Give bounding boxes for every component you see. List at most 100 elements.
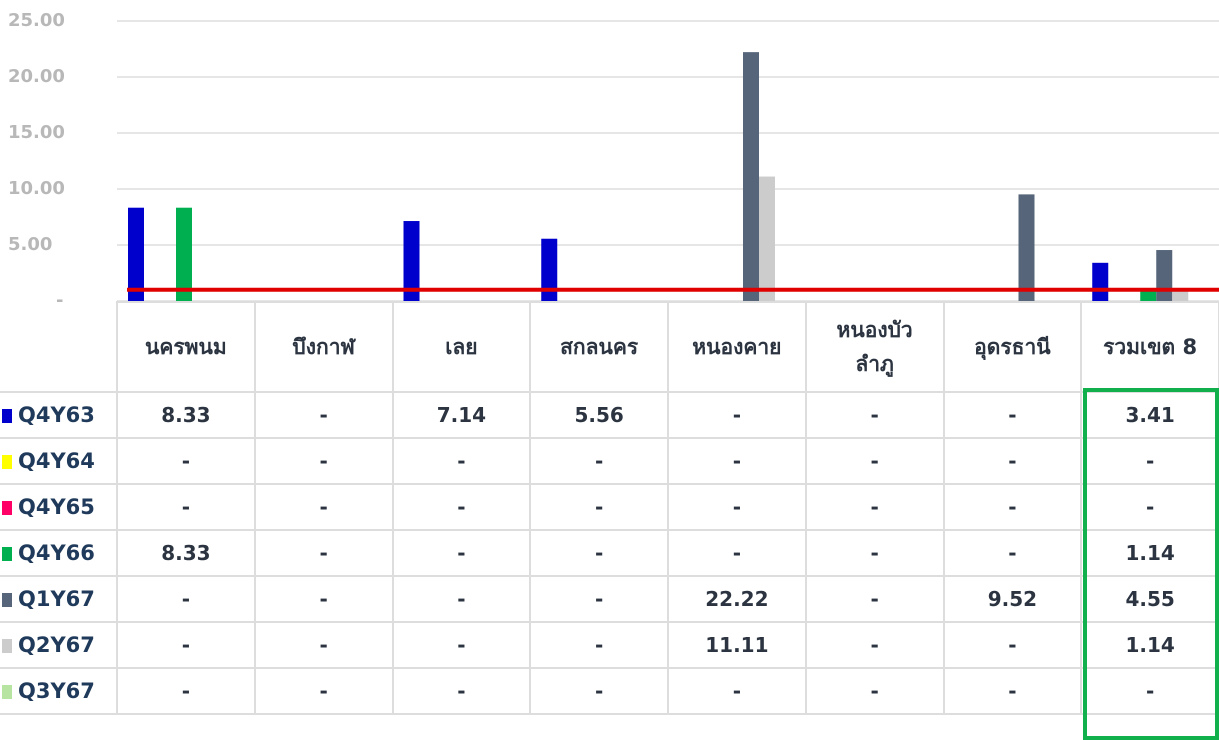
bar xyxy=(403,221,420,301)
value-cell: - xyxy=(804,575,945,623)
y-tick-label: 5.00 xyxy=(8,234,52,255)
value-cell: - xyxy=(942,529,1083,577)
header-row: นครพนม บึงกาฬ เลย สกลนคร หนองคาย หนองบัว ลำภู… xyxy=(0,301,1219,393)
value-cell: 5.56 xyxy=(529,391,669,439)
value-cell: - xyxy=(804,621,945,669)
value-cell: 1.14 xyxy=(1080,621,1219,669)
legend-swatch xyxy=(2,685,12,699)
value-cell: - xyxy=(1080,437,1219,485)
value-cell: - xyxy=(116,437,256,485)
value-cell: - xyxy=(1080,667,1219,715)
value-cell: 8.33 xyxy=(116,391,256,439)
value-cell: - xyxy=(391,621,532,669)
category-label: อุดรธานี xyxy=(942,301,1083,393)
value-cell: - xyxy=(942,483,1083,531)
value-cell: - xyxy=(391,437,532,485)
category-label: รวมเขต 8 xyxy=(1080,301,1219,393)
series-row: Q4Y63 8.33-7.14 5.56- - -3.41 xyxy=(0,391,1219,439)
series-row: Q4Y66 8.33- - - - - -1.14 xyxy=(0,529,1219,577)
value-cell: 7.14 xyxy=(391,391,532,439)
legend-cell: Q4Y65 xyxy=(0,483,118,531)
value-cell: - xyxy=(253,621,394,669)
value-cell: - xyxy=(529,621,669,669)
legend-cell: Q4Y63 xyxy=(0,391,118,439)
value-cell: - xyxy=(667,437,807,485)
value-cell: - xyxy=(804,667,945,715)
y-tick-label: 25.00 xyxy=(8,10,65,31)
legend-cell: Q4Y64 xyxy=(0,437,118,485)
value-cell: - xyxy=(253,529,394,577)
value-cell: - xyxy=(391,529,532,577)
legend-swatch xyxy=(2,455,12,469)
value-cell: - xyxy=(1080,483,1219,531)
series-row: Q1Y67- - - -22.22-9.52 4.55 xyxy=(0,575,1219,623)
bar xyxy=(1156,250,1173,301)
value-cell: 1.14 xyxy=(1080,529,1219,577)
legend-swatch xyxy=(2,639,12,653)
value-cell: - xyxy=(804,529,945,577)
bar xyxy=(176,207,192,301)
legend-label: Q4Y65 xyxy=(18,495,95,519)
y-tick-label: 10.00 xyxy=(8,178,65,199)
bar xyxy=(541,238,558,301)
bar xyxy=(743,52,759,301)
value-cell: 9.52 xyxy=(942,575,1083,623)
legend-cell: Q1Y67 xyxy=(0,575,118,623)
bar xyxy=(1092,262,1109,301)
value-cell: - xyxy=(529,437,669,485)
bar xyxy=(759,176,775,301)
value-cell: - xyxy=(942,667,1083,715)
value-cell: - xyxy=(942,621,1083,669)
value-cell: - xyxy=(667,529,807,577)
legend-label: Q4Y63 xyxy=(18,403,95,427)
value-cell: 11.11 xyxy=(667,621,807,669)
category-label: บึงกาฬ xyxy=(253,301,394,393)
y-tick-label: - xyxy=(56,290,63,302)
y-tick-label: 15.00 xyxy=(8,122,65,143)
legend-label: Q4Y66 xyxy=(18,541,95,565)
value-cell: 8.33 xyxy=(116,529,256,577)
legend-cell: Q4Y66 xyxy=(0,529,118,577)
value-cell: - xyxy=(942,437,1083,485)
value-cell: - xyxy=(253,391,394,439)
legend-label: Q2Y67 xyxy=(18,633,95,657)
series-row: Q4Y65- - - - - - - - xyxy=(0,483,1219,531)
value-cell: 3.41 xyxy=(1080,391,1219,439)
value-cell: - xyxy=(804,437,945,485)
bar xyxy=(128,207,144,301)
series-row: Q3Y67- - - - - - - - xyxy=(0,667,1219,715)
legend-swatch xyxy=(2,593,12,607)
legend-label: Q4Y64 xyxy=(18,449,95,473)
value-cell: - xyxy=(116,483,256,531)
value-cell: - xyxy=(391,667,532,715)
category-label: หนองบัว ลำภู xyxy=(804,301,945,393)
value-cell: - xyxy=(391,575,532,623)
value-cell: - xyxy=(529,575,669,623)
legend-cell: Q3Y67 xyxy=(0,667,118,715)
value-cell: - xyxy=(253,575,394,623)
series-row: Q4Y64- - - - - - - - xyxy=(0,437,1219,485)
value-cell: - xyxy=(529,667,669,715)
legend-label: Q1Y67 xyxy=(18,587,95,611)
bar xyxy=(1018,194,1035,301)
value-cell: - xyxy=(116,575,256,623)
value-cell: - xyxy=(253,437,394,485)
corner-cell xyxy=(0,302,118,393)
category-label: เลย xyxy=(391,301,532,393)
value-cell: - xyxy=(116,621,256,669)
value-cell: - xyxy=(529,529,669,577)
value-cell: 4.55 xyxy=(1080,575,1219,623)
value-cell: - xyxy=(391,483,532,531)
legend-cell: Q2Y67 xyxy=(0,621,118,669)
chart: - 5.00 10.00 15.00 20.00 25.00 xyxy=(8,10,1219,302)
series-row: Q2Y67- - - -11.11- -1.14 xyxy=(0,621,1219,669)
legend-swatch xyxy=(2,501,12,515)
value-cell: - xyxy=(667,391,807,439)
value-cell: - xyxy=(116,667,256,715)
category-label: หนองคาย xyxy=(667,301,807,393)
legend-swatch xyxy=(2,409,12,423)
data-table: นครพนม บึงกาฬ เลย สกลนคร หนองคาย หนองบัว ลำภู… xyxy=(0,301,1219,715)
value-cell: - xyxy=(253,483,394,531)
value-cell: - xyxy=(529,483,669,531)
